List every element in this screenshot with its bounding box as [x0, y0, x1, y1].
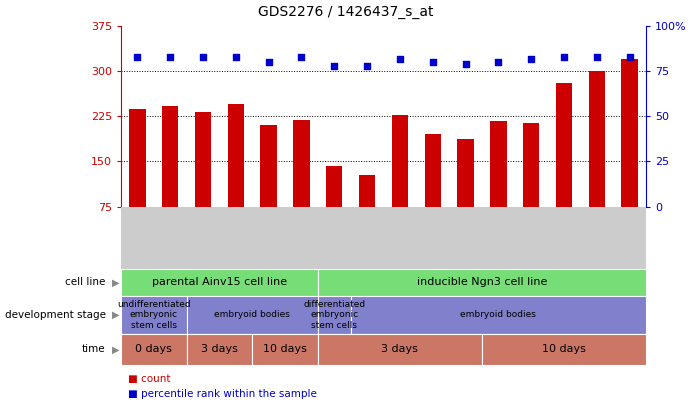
Bar: [326, 166, 343, 207]
Point: [624, 54, 635, 60]
Bar: [589, 71, 605, 207]
Point: [230, 54, 241, 60]
Point: [132, 54, 143, 60]
Text: ■ percentile rank within the sample: ■ percentile rank within the sample: [128, 389, 316, 399]
Bar: [621, 60, 638, 207]
Bar: [261, 126, 277, 207]
Text: undifferentiated
embryonic
stem cells: undifferentiated embryonic stem cells: [117, 300, 191, 330]
Bar: [195, 112, 211, 207]
Bar: [392, 115, 408, 207]
Bar: [293, 120, 310, 207]
Point: [427, 59, 438, 66]
Point: [591, 54, 603, 60]
Bar: [523, 123, 540, 207]
Bar: [129, 109, 146, 207]
Text: ▶: ▶: [112, 310, 119, 320]
Text: 3 days: 3 days: [201, 344, 238, 354]
Point: [361, 63, 372, 69]
Point: [460, 61, 471, 67]
Bar: [424, 134, 441, 207]
Bar: [359, 175, 375, 207]
Bar: [457, 139, 474, 207]
Point: [164, 54, 176, 60]
Point: [395, 55, 406, 62]
Text: time: time: [82, 344, 106, 354]
Text: ▶: ▶: [112, 344, 119, 354]
Bar: [490, 121, 507, 207]
Text: differentiated
embryonic
stem cells: differentiated embryonic stem cells: [303, 300, 366, 330]
Point: [526, 55, 537, 62]
Text: embryoid bodies: embryoid bodies: [460, 310, 536, 320]
Bar: [162, 106, 178, 207]
Point: [296, 54, 307, 60]
Text: 10 days: 10 days: [542, 344, 586, 354]
Point: [558, 54, 569, 60]
Text: embryoid bodies: embryoid bodies: [214, 310, 290, 320]
Text: ▶: ▶: [112, 277, 119, 288]
Point: [198, 54, 209, 60]
Text: cell line: cell line: [66, 277, 106, 288]
Point: [263, 59, 274, 66]
Bar: [227, 104, 244, 207]
Text: 3 days: 3 days: [381, 344, 418, 354]
Text: development stage: development stage: [5, 310, 106, 320]
Text: GDS2276 / 1426437_s_at: GDS2276 / 1426437_s_at: [258, 5, 433, 19]
Text: inducible Ngn3 cell line: inducible Ngn3 cell line: [417, 277, 547, 288]
Point: [329, 63, 340, 69]
Text: 0 days: 0 days: [135, 344, 172, 354]
Text: parental Ainv15 cell line: parental Ainv15 cell line: [152, 277, 287, 288]
Text: ■ count: ■ count: [128, 374, 171, 384]
Bar: [556, 83, 572, 207]
Text: 10 days: 10 days: [263, 344, 307, 354]
Point: [493, 59, 504, 66]
